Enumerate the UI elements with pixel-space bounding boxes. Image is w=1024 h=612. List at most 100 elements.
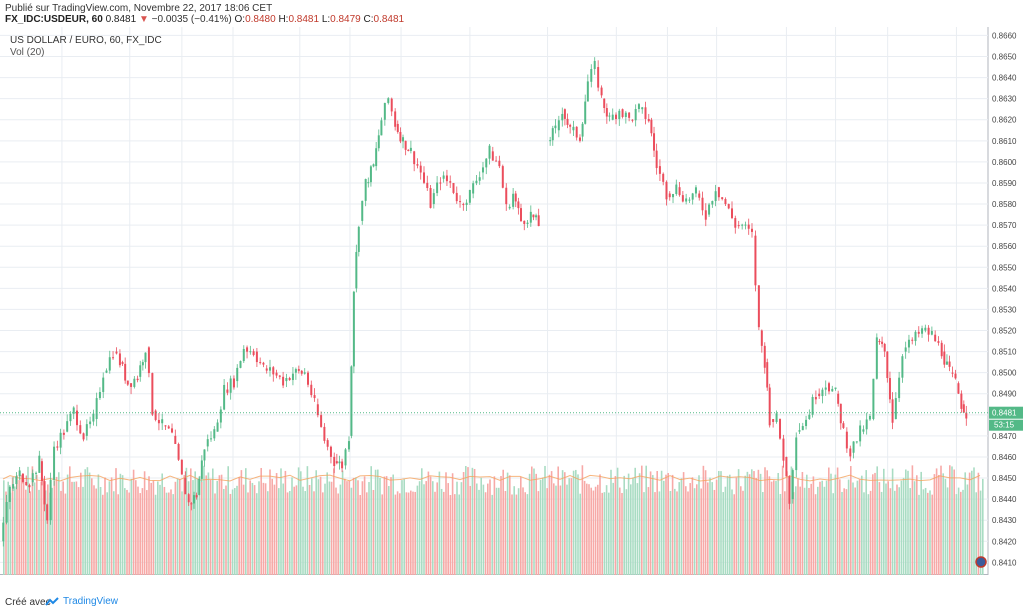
candle-body [782,438,785,461]
candle-body [881,341,884,344]
volume-bar [75,481,78,575]
volume-bar [130,478,133,575]
volume-bar [922,489,925,575]
volume-bar [566,484,568,575]
candle-body [865,419,868,430]
volume-bar [289,490,291,575]
volume-bar [86,467,89,575]
volume-bar [388,486,390,575]
volume-bar [511,494,513,575]
candle-body [133,378,136,387]
volume-bar [700,488,702,575]
candle-body [481,167,484,173]
candle-body [69,413,72,422]
candle-body [18,470,21,477]
candle-body [72,407,75,414]
y-tick-label: 0.8420 [992,537,1017,546]
y-tick-label: 0.8450 [992,474,1017,483]
volume-bar [260,467,262,575]
candle-body [396,123,399,132]
candle-body [59,432,62,448]
volume-bar [861,475,863,575]
volume-legend: Vol (20) [10,47,45,58]
candle-body [744,224,747,226]
volume-bar [801,471,804,575]
volume-bar [907,470,909,575]
volume-bar [704,470,707,575]
volume-bar [509,475,511,575]
volume-bar [223,488,225,575]
volume-bar [143,471,146,575]
volume-bar [920,471,922,575]
candle-body [672,194,675,198]
candle-body [35,472,38,474]
candle-body [436,182,439,194]
candle-body [894,398,897,420]
volume-bar [392,474,394,575]
volume-bar [172,494,174,575]
volume-bar [713,489,716,575]
countdown-tag [989,419,1023,431]
candle-body [845,431,848,449]
volume-bar [209,479,212,575]
volume-bar [113,491,115,575]
candle-body [668,193,671,198]
candle-body [157,419,160,424]
volume-bar [359,494,361,575]
candle-body [485,158,488,168]
candle-body [445,175,448,182]
tradingview-brand: TradingView [63,596,119,607]
price-chart[interactable]: 0.8660 0.8650 0.8640 0.8630 0.8620 0.8610 0.86… [0,27,1024,585]
countdown-label: 53:15 [994,421,1015,430]
volume-bar [539,479,542,575]
volume-bar [955,494,958,575]
volume-bar [18,480,20,575]
volume-bar [960,491,962,575]
candle-body [824,387,827,390]
volume-bar [451,473,454,575]
volume-bar [315,470,317,575]
volume-bar [707,482,709,575]
volume-bar [588,484,590,575]
volume-bar [982,478,984,575]
chart-area[interactable]: 0.8660 0.8650 0.8640 0.8630 0.8620 0.8610 0.86… [0,27,1024,585]
candle-body [147,347,150,374]
candle-body [495,160,498,162]
candle-body [611,114,614,120]
candle-body [937,341,940,343]
volume-bar [487,483,489,575]
candle-body [508,206,511,209]
volume-bar [548,474,551,575]
volume-bar [473,468,476,575]
candle-body [344,449,347,466]
volume-bar [968,472,971,575]
volume-bar [249,480,251,575]
volume-bar [777,472,779,575]
candle-body [355,251,358,289]
candle-body [572,126,575,131]
candle-body [402,137,405,142]
candle-body [951,372,954,374]
candle-body [426,182,429,189]
y-tick-label: 0.8510 [992,348,1017,357]
candle-body [177,444,180,460]
candle-body [768,387,771,426]
candle-body [859,425,862,442]
tradingview-link[interactable]: TradingView [45,596,118,607]
volume-bar [949,465,951,575]
volume-bar [894,490,896,575]
candle-body [586,81,589,102]
candle-body [76,410,79,426]
candle-body [519,208,522,222]
volume-bar [412,491,414,575]
volume-bar [273,484,276,575]
candle-body [914,331,917,342]
candle-body [791,470,794,500]
candle-body [121,362,124,364]
candle-body [112,357,115,359]
candle-body [124,363,127,381]
candle-body [198,478,201,495]
y-tick-label: 0.8620 [992,116,1017,125]
volume-bar [526,494,529,575]
volume-bar [456,481,458,575]
